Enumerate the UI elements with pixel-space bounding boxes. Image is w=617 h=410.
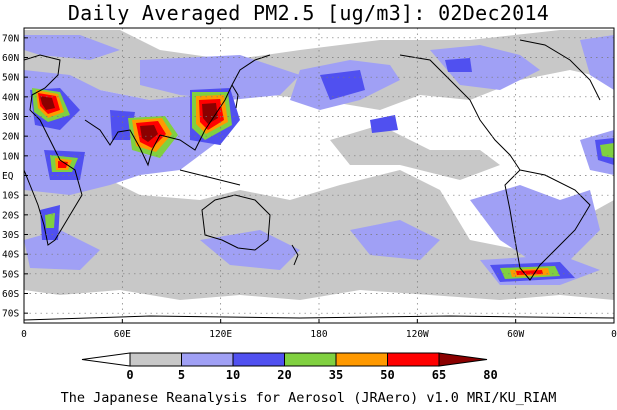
colorbar-label: 20: [277, 368, 291, 382]
lat-label: 20N: [2, 132, 19, 143]
lon-label: 0: [21, 329, 27, 340]
colorbar-label: 5: [178, 368, 185, 382]
pm25-field: [24, 30, 614, 321]
lat-label: 40N: [2, 92, 19, 103]
colorbar-label: 0: [126, 368, 133, 382]
lat-label: 30S: [2, 230, 19, 241]
colorbar-label: 80: [483, 368, 497, 382]
colorbar-segment: [232, 352, 285, 367]
lat-label: 40S: [2, 250, 19, 261]
lat-label: 60N: [2, 53, 19, 64]
colorbar-segment: [284, 352, 337, 367]
lat-label: 10S: [2, 191, 19, 202]
lon-label: 120W: [406, 329, 429, 340]
lat-label: 50S: [2, 269, 19, 280]
lat-label: 10N: [2, 151, 19, 162]
lon-label: 120E: [209, 329, 232, 340]
colorbar-label: 10: [226, 368, 240, 382]
map-title: Daily Averaged PM2.5 [ug/m3]: 02Dec2014: [67, 1, 550, 25]
colorbar-arrow-high: [438, 352, 488, 367]
lat-label: 20S: [2, 210, 19, 221]
lon-label: 60E: [114, 329, 131, 340]
lon-label: 0: [611, 329, 617, 340]
colorbar-label: 35: [329, 368, 343, 382]
colorbar: 0 5 10 20 35 50 65 80: [81, 352, 498, 382]
lat-label: 70N: [2, 33, 19, 44]
colorbar-segment: [387, 352, 440, 367]
lat-label: EQ: [2, 171, 14, 182]
colorbar-segment: [181, 352, 234, 367]
colorbar-label: 65: [432, 368, 446, 382]
colorbar-segment: [129, 352, 182, 367]
lat-labels: 70N 60N 50N 40N 30N 20N 10N EQ 10S 20S 30S 40S 50S 60…: [2, 33, 28, 320]
lon-labels: 0 60E 120E 180 120W 60W 0: [21, 319, 617, 340]
lon-label: 180: [310, 329, 327, 340]
lat-label: 60S: [2, 289, 19, 300]
lat-label: 30N: [2, 112, 19, 123]
footer-credit: The Japanese Reanalysis for Aerosol (JRA…: [60, 390, 557, 406]
colorbar-segment: [335, 352, 388, 367]
colorbar-arrow-low: [81, 352, 131, 367]
colorbar-label: 50: [380, 368, 394, 382]
band-above-80: [40, 96, 218, 142]
coastlines: [24, 39, 614, 321]
lon-label: 60W: [507, 329, 524, 340]
lat-label: 50N: [2, 73, 19, 84]
lat-label: 70S: [2, 309, 19, 320]
